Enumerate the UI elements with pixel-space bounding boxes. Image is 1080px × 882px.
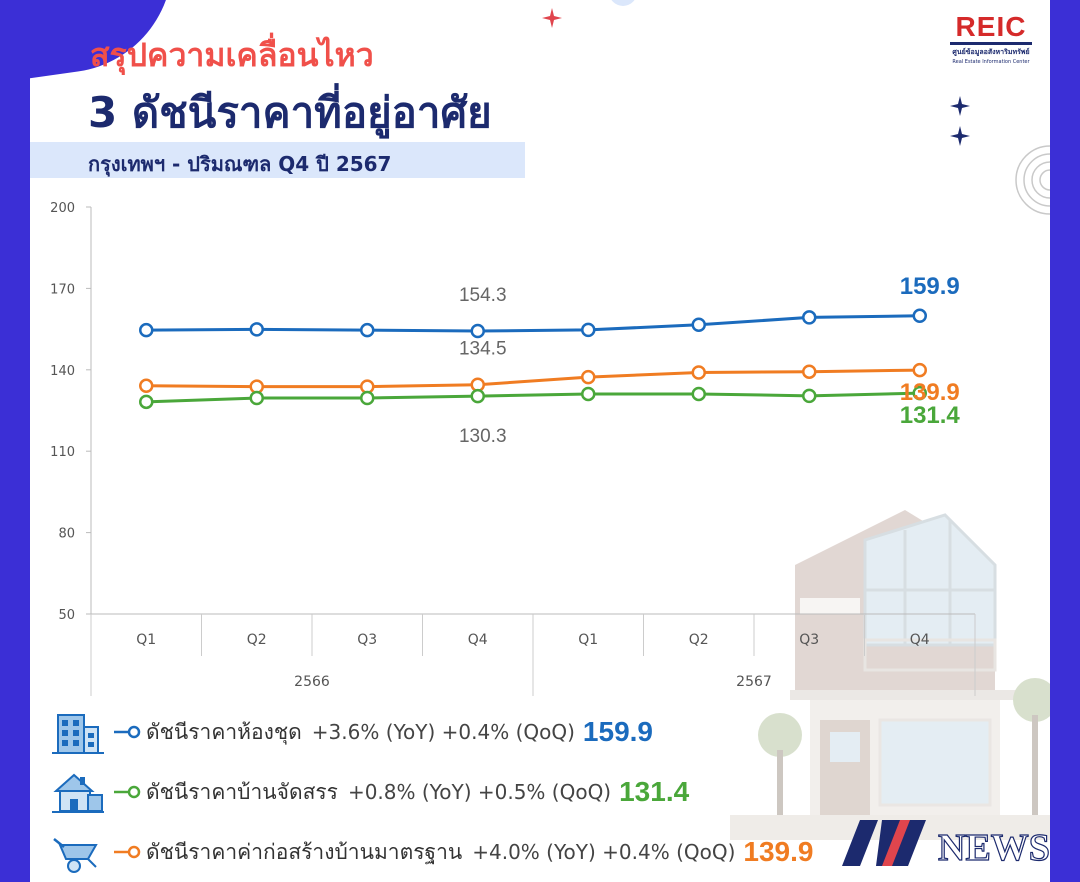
legend-value: 159.9 xyxy=(582,716,653,747)
chart-axes: 50 80 110 140 170 200 Q1 Q2 Q3 Q4 Q1 Q2 Q3 Q4 2566 2567 xyxy=(50,201,976,696)
data-label-condo: 159.9 xyxy=(900,273,960,300)
data-point-construction xyxy=(691,365,706,380)
reic-logo: REIC ศูนย์ข้อมูลอสังหาริมทรัพย์ Real Est… xyxy=(950,12,1032,70)
data-point-condo xyxy=(912,308,927,324)
series-line-condo xyxy=(146,314,920,333)
y-tick-label: 110 xyxy=(50,445,75,460)
data-label-construction: 134.5 xyxy=(459,339,507,360)
series-line-housing xyxy=(146,391,920,404)
subtitle-bar xyxy=(30,142,525,178)
legend-marker-construction xyxy=(114,845,141,859)
sparkle-icon xyxy=(950,96,970,116)
x-group-label: 2566 xyxy=(294,674,330,690)
sparkle-icon xyxy=(542,8,562,28)
legend-value: 131.4 xyxy=(619,776,690,807)
data-label-housing: 130.3 xyxy=(459,426,507,447)
series-line-construction xyxy=(146,368,920,389)
data-point-construction xyxy=(802,364,817,379)
data-label-housing: 131.4 xyxy=(900,402,961,429)
data-point-condo xyxy=(691,317,706,333)
wheelbarrow-icon xyxy=(53,838,98,873)
legend-item-housing: ดัชนีราคาบ้านจัดสรร +0.8% (YoY) +0.5% (Q… xyxy=(30,772,690,813)
condo-building-icon xyxy=(52,714,104,754)
data-point-housing xyxy=(581,386,596,402)
legend-value: 139.9 xyxy=(743,836,814,867)
legend-stats: +0.8% (YoY) +0.5% (QoQ) xyxy=(347,780,612,804)
data-point-condo xyxy=(470,323,485,339)
x-tick-label: Q1 xyxy=(578,632,598,648)
y-tick-label: 170 xyxy=(50,282,75,297)
data-point-condo xyxy=(802,310,817,325)
y-tick-label: 200 xyxy=(50,201,75,216)
legend-stats: +4.0% (YoY) +0.4% (QoQ) xyxy=(472,840,736,864)
legend-name: ดัชนีราคาค่าก่อสร้างบ้านมาตรฐาน xyxy=(146,839,463,864)
title-line-1: สรุปความเคลื่อนไหว xyxy=(90,36,374,74)
x-tick-label: Q3 xyxy=(357,632,377,648)
news-text: NEWS xyxy=(938,827,1050,869)
data-point-housing xyxy=(691,386,706,402)
data-point-construction xyxy=(912,362,927,378)
data-point-condo xyxy=(360,322,375,338)
x-tick-label: Q3 xyxy=(799,632,819,648)
y-tick-label: 80 xyxy=(58,527,75,542)
data-point-construction xyxy=(581,369,596,385)
x-group-label: 2567 xyxy=(736,674,772,690)
data-point-construction xyxy=(139,378,154,394)
y-tick-label: 50 xyxy=(58,608,75,623)
x-tick-label: Q2 xyxy=(689,632,709,648)
line-chart: 50 80 110 140 170 200 Q1 Q2 Q3 Q4 Q1 Q2 Q3 Q4 2566 2567… xyxy=(50,201,976,696)
subtitle: กรุงเทพฯ - ปริมณฑล Q4 ปี 2567 xyxy=(88,152,392,176)
chart-markers xyxy=(139,308,927,410)
data-point-housing xyxy=(470,388,485,404)
legend-name: ดัชนีราคาห้องชุด xyxy=(146,719,302,744)
x-tick-label: Q2 xyxy=(247,632,267,648)
data-point-housing xyxy=(912,385,927,401)
chart-lines xyxy=(146,314,920,404)
logo-text: REIC xyxy=(950,12,1032,45)
bubble-decoration xyxy=(611,0,635,6)
data-point-condo xyxy=(249,322,264,337)
infographic-card: สรุปความเคลื่อนไหว 3 ดัชนีราคาที่อยู่อาศ… xyxy=(30,0,1050,882)
house-icon xyxy=(52,773,104,813)
data-point-housing xyxy=(802,388,817,404)
legend-marker-housing xyxy=(114,785,141,799)
circles-decoration xyxy=(1015,145,1050,215)
data-label-condo: 154.3 xyxy=(459,285,507,306)
logo-english-text: Real Estate Information Center xyxy=(952,59,1030,65)
sparkle-icon xyxy=(950,126,970,146)
legend-marker-condo xyxy=(114,725,141,739)
legend-item-condo: ดัชนีราคาห้องชุด +3.6% (YoY) +0.4% (QoQ)… xyxy=(30,712,653,754)
title-line-2: 3 ดัชนีราคาที่อยู่อาศัย xyxy=(88,88,492,137)
data-point-housing xyxy=(139,394,154,410)
logo-thai-text: ศูนย์ข้อมูลอสังหาริมทรัพย์ xyxy=(952,48,1030,56)
x-tick-label: Q1 xyxy=(136,632,156,648)
data-label-construction: 139.9 xyxy=(900,379,960,406)
house-illustration xyxy=(730,510,1050,840)
data-point-housing xyxy=(360,390,375,406)
data-point-condo xyxy=(139,322,154,338)
data-point-condo xyxy=(581,322,596,338)
x-tick-label: Q4 xyxy=(910,632,930,648)
x-tick-label: Q4 xyxy=(468,632,488,648)
data-point-housing xyxy=(249,390,264,406)
news-watermark: NEWS xyxy=(842,820,1051,870)
legend-name: ดัชนีราคาบ้านจัดสรร xyxy=(146,779,338,804)
legend-item-construction: ดัชนีราคาค่าก่อสร้างบ้านมาตรฐาน +4.0% (Y… xyxy=(30,832,814,873)
y-tick-label: 140 xyxy=(50,364,75,379)
legend-stats: +3.6% (YoY) +0.4% (QoQ) xyxy=(311,720,575,744)
